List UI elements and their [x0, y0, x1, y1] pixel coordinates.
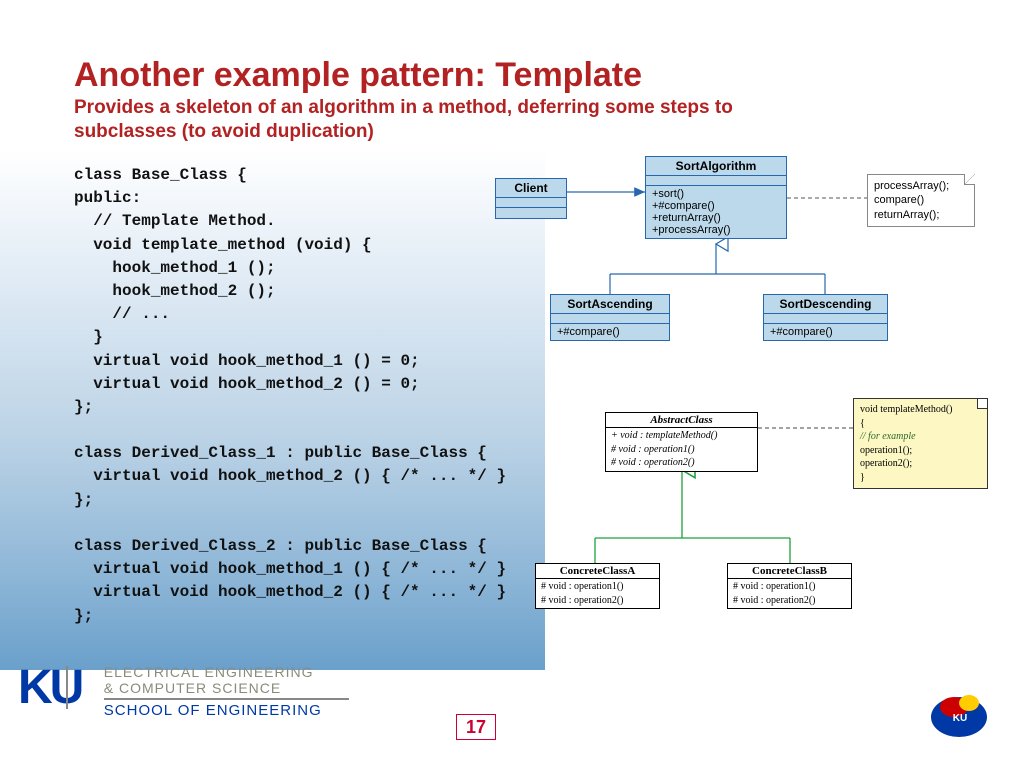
code-block: class Base_Class { public: // Template M…: [74, 164, 506, 628]
uml-class-concreteclassb: ConcreteClassB # void : operation1()# vo…: [727, 563, 852, 609]
uml-class-sortalgorithm: SortAlgorithm +sort()+#compare() +return…: [645, 156, 787, 239]
uml-note-process: processArray();compare()returnArray();: [867, 174, 975, 227]
ku-logo-block: KU ELECTRICAL ENGINEERING & COMPUTER SCI…: [18, 660, 349, 719]
uml-class-sortdescending: SortDescending+#compare(): [763, 294, 888, 341]
uml-abstract-diagram: AbstractClass + void : templateMethod() …: [535, 398, 1010, 643]
school-line: SCHOOL OF ENGINEERING: [104, 702, 349, 719]
slide-subtitle: Provides a skeleton of an algorithm in a…: [74, 96, 794, 144]
dept-line-1: ELECTRICAL ENGINEERING: [104, 664, 349, 680]
uml-note-template: void templateMethod(){ // for example op…: [853, 398, 988, 489]
slide-title: Another example pattern: Template: [74, 56, 642, 95]
uml-class-sortascending: SortAscending+#compare(): [550, 294, 670, 341]
uml-class-client: Client: [495, 178, 567, 219]
ku-logo: KU: [18, 660, 81, 715]
svg-text:KU: KU: [953, 713, 967, 724]
uml-class-abstractclass: AbstractClass + void : templateMethod() …: [605, 412, 758, 472]
jayhawk-icon: KU: [924, 681, 994, 746]
uml-class-concreteclassa: ConcreteClassA # void : operation1()# vo…: [535, 563, 660, 609]
dept-line-2: & COMPUTER SCIENCE: [104, 680, 349, 696]
page-number: 17: [456, 714, 496, 740]
uml-sort-diagram: Client SortAlgorithm +sort()+#compare() …: [495, 156, 985, 361]
